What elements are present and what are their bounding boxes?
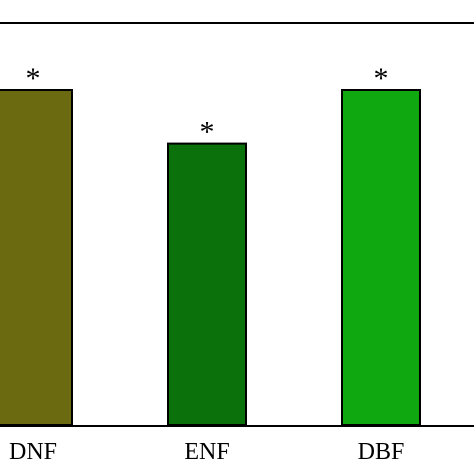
significance-markers: * * * [26, 62, 389, 149]
bars-group [0, 89, 421, 426]
bar-dbf [341, 89, 421, 426]
x-tick-label-dbf: DBF [358, 439, 405, 465]
bar-dnf [0, 89, 73, 426]
x-tick-label-enf: ENF [184, 439, 229, 465]
significance-star-enf: * [200, 116, 215, 149]
significance-star-dbf: * [374, 62, 389, 95]
significance-star-dnf: * [26, 62, 41, 95]
x-tick-labels: DNF ENF DBF [9, 439, 404, 465]
bar-enf [167, 142, 247, 426]
x-tick-label-dnf: DNF [9, 439, 57, 465]
